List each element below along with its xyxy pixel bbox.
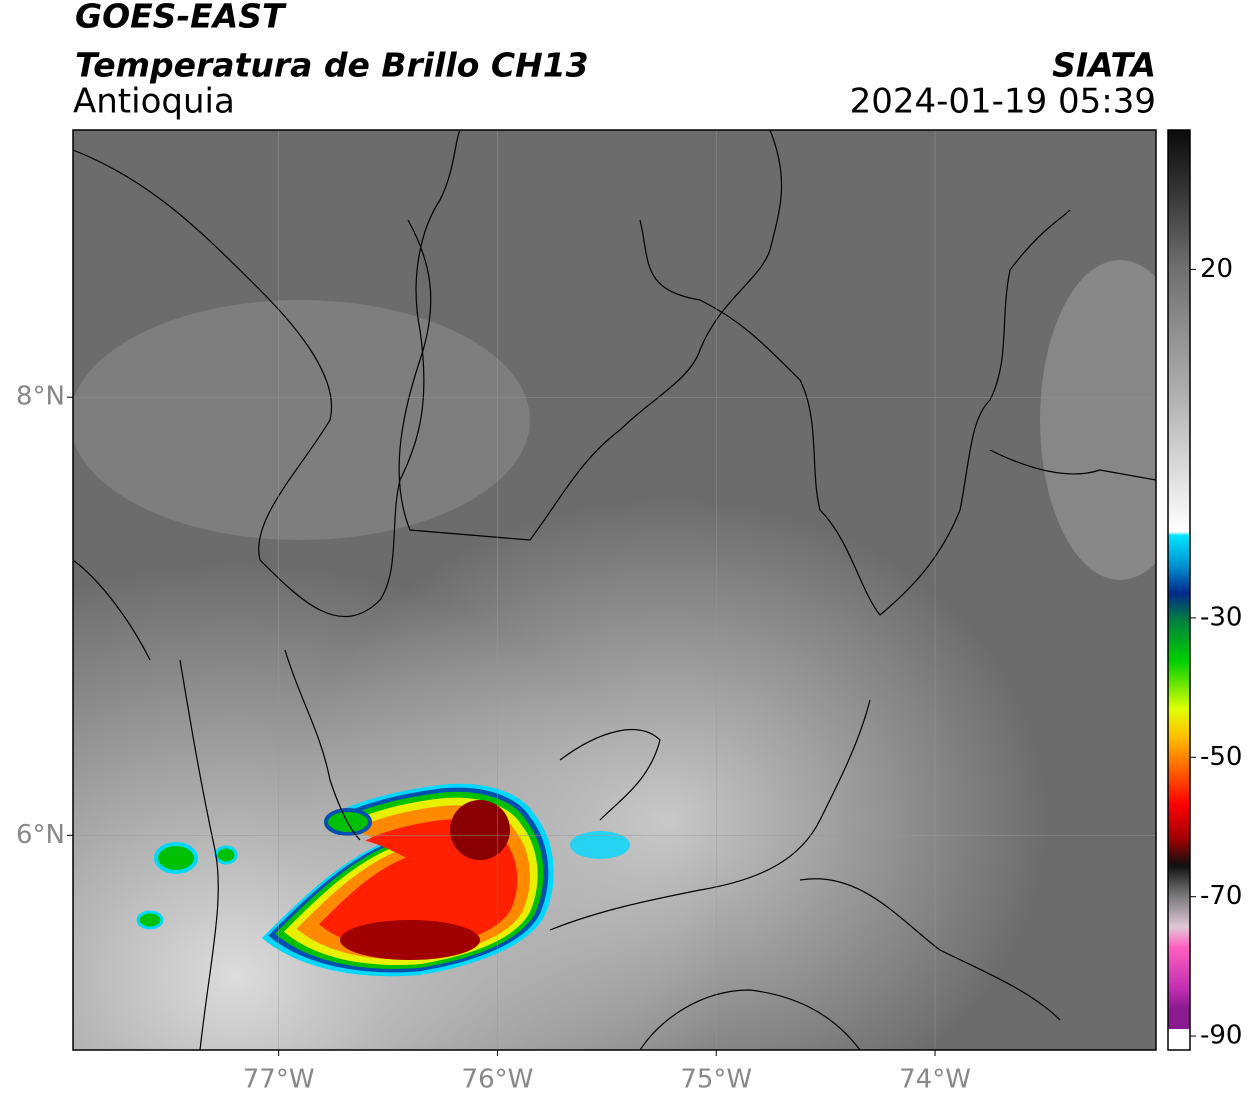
grid bbox=[73, 130, 1156, 1050]
title: GOES-EAST bbox=[75, 0, 287, 36]
satellite-image bbox=[73, 130, 1156, 1050]
colorbar-extension bbox=[1168, 1029, 1190, 1050]
x-tick-label: 74°W bbox=[899, 1065, 971, 1095]
datetime: 2024-01-19 05:39 bbox=[850, 82, 1156, 122]
x-tick-label: 76°W bbox=[462, 1065, 534, 1095]
map-frame bbox=[72, 129, 1157, 1051]
y-tick-label: 8°N bbox=[16, 382, 65, 412]
source: SIATA bbox=[1052, 46, 1156, 85]
colorbar: 20 -30 -50 -70 -90 bbox=[1167, 129, 1242, 1051]
colorbar-tick-label: -30 bbox=[1200, 602, 1242, 632]
y-tick-label: 6°N bbox=[16, 820, 65, 850]
x-tick-label: 75°W bbox=[680, 1065, 752, 1095]
colorbar-tick-label: -90 bbox=[1200, 1021, 1242, 1051]
region: Antioquia bbox=[73, 82, 235, 122]
colorbar-frame bbox=[1167, 129, 1191, 1051]
subtitle: Temperatura de Brillo CH13 bbox=[75, 46, 589, 85]
colorbar-tick-label: 20 bbox=[1200, 254, 1233, 284]
colorbar-ramp bbox=[1168, 130, 1190, 1030]
x-tick-label: 77°W bbox=[243, 1065, 315, 1095]
colorbar-tick-label: -50 bbox=[1200, 742, 1242, 772]
colorbar-tick-label: -70 bbox=[1200, 881, 1242, 911]
